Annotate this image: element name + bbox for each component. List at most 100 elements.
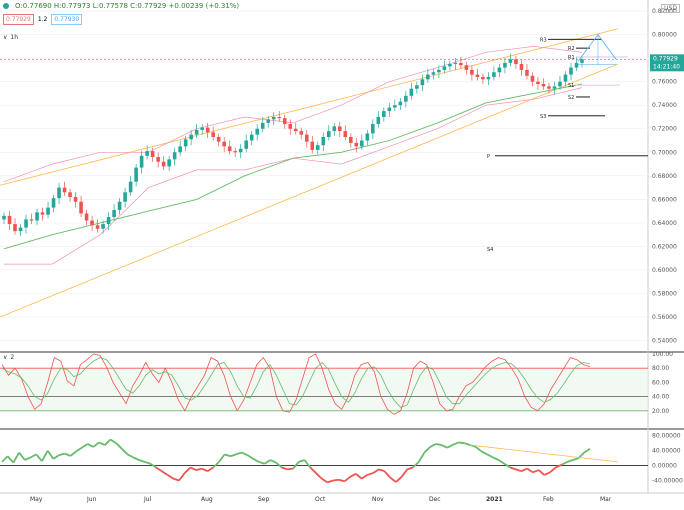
momentum-segment [24, 456, 31, 461]
osc-label[interactable]: 2 [10, 354, 15, 361]
ohlc-legend: O:0.77690 H:0.77973 L:0.77578 C:0.77929 … [3, 2, 239, 10]
moving-average-line [3, 83, 583, 250]
momentum-segment [367, 472, 374, 476]
stoch-d-line [1, 357, 591, 408]
momentum-segment [400, 468, 409, 478]
collapse-icon[interactable]: ∨ [3, 34, 8, 41]
momentum-segment [275, 461, 283, 469]
candle-up [580, 59, 584, 63]
ohlc-text: O:0.77690 H:0.77973 L:0.77578 C:0.77929 … [15, 2, 240, 10]
momentum-segment [92, 441, 100, 448]
price-tick-label: 0.76000 [652, 79, 677, 86]
momentum-segment [46, 450, 55, 460]
candle-up [558, 81, 562, 87]
candle-down [79, 201, 83, 214]
pivot-label-r3: R3 [540, 37, 547, 43]
pivot-label-s4: S4 [487, 247, 493, 253]
price-box-red[interactable]: 0.77929 [3, 14, 34, 25]
momentum-segment [161, 470, 169, 476]
candle-up [112, 209, 116, 218]
momentum-segment [481, 450, 488, 456]
momentum-segment [1, 455, 9, 463]
candle-down [277, 116, 282, 119]
candle-down [282, 118, 287, 125]
time-axis-label: Oct [315, 496, 326, 503]
momentum-segment [452, 441, 460, 446]
momentum-segment [246, 454, 254, 460]
candle-up [2, 215, 6, 220]
price-box-mid: 1.2 [37, 16, 48, 23]
momentum-segment [35, 453, 43, 462]
candle-up [569, 67, 573, 75]
stoch-k-line [1, 353, 591, 415]
momentum-segment [98, 441, 106, 446]
momentum-segment [30, 453, 37, 459]
candle-up [448, 64, 452, 67]
price-tick-label: 0.56000 [652, 314, 677, 321]
price-tag-bg [650, 54, 684, 72]
momentum-segment [18, 451, 26, 461]
candle-down [293, 128, 298, 132]
candle-up [326, 131, 331, 137]
candle-up [415, 85, 419, 89]
momentum-segment [75, 446, 83, 453]
osc-collapse-icon[interactable]: ∨ [3, 354, 8, 361]
momentum-segment [292, 461, 300, 470]
candle-down [227, 146, 232, 152]
momentum-segment [492, 456, 500, 461]
momentum-segment [441, 444, 448, 449]
candle-up [178, 146, 182, 153]
stoch-tick-label: 100.00 [652, 351, 673, 358]
candle-up [117, 201, 122, 210]
momentum-segment [543, 471, 551, 476]
momentum-segment [104, 438, 112, 446]
price-box-blue[interactable]: 0.77930 [51, 14, 83, 25]
time-axis-label: Nov [372, 496, 384, 503]
momentum-segment [423, 446, 431, 454]
momentum-segment [41, 450, 49, 462]
price-tick-label: 0.58000 [652, 291, 677, 298]
momentum-segment [184, 466, 192, 474]
candle-up [260, 122, 265, 129]
candle-up [431, 72, 436, 75]
momentum-segment [343, 476, 351, 482]
momentum-segment [309, 466, 317, 474]
candle-up [503, 62, 507, 68]
stoch-tick-label: 40.00 [652, 394, 669, 401]
interval-label[interactable]: 1h [10, 34, 19, 41]
price-tick-label: 0.74000 [652, 102, 677, 109]
candle-down [233, 151, 237, 153]
candle-up [238, 148, 243, 153]
candle-down [95, 225, 100, 229]
candle-down [222, 141, 226, 147]
price-tick-label: 0.54000 [652, 338, 677, 345]
price-tick-label: 0.70000 [652, 149, 677, 156]
momentum-segment [167, 474, 174, 480]
candle-up [365, 133, 370, 141]
momentum-segment [378, 468, 385, 473]
candle-down [205, 127, 210, 133]
momentum-segment [178, 472, 186, 482]
candle-up [271, 116, 276, 120]
momentum-segment [315, 472, 323, 480]
momentum-segment [338, 478, 345, 483]
currency-badge[interactable]: USD [661, 4, 680, 13]
candle-up [321, 136, 326, 146]
pivot-label-r2: R2 [568, 46, 575, 52]
momentum-segment [372, 468, 380, 474]
momentum-segment [258, 461, 265, 465]
momentum-segment [538, 469, 545, 476]
momentum-segment [212, 461, 220, 469]
momentum-segment [149, 462, 157, 469]
momentum-segment [155, 466, 163, 472]
candle-down [73, 197, 78, 202]
candle-down [354, 142, 359, 147]
pivot-label-s1: S1 [568, 83, 574, 89]
candle-down [211, 132, 215, 137]
candle-up [360, 140, 364, 147]
momentum-segment [429, 443, 437, 448]
time-axis-label: Aug [201, 496, 213, 503]
candle-up [437, 69, 441, 73]
candle-down [13, 224, 17, 232]
